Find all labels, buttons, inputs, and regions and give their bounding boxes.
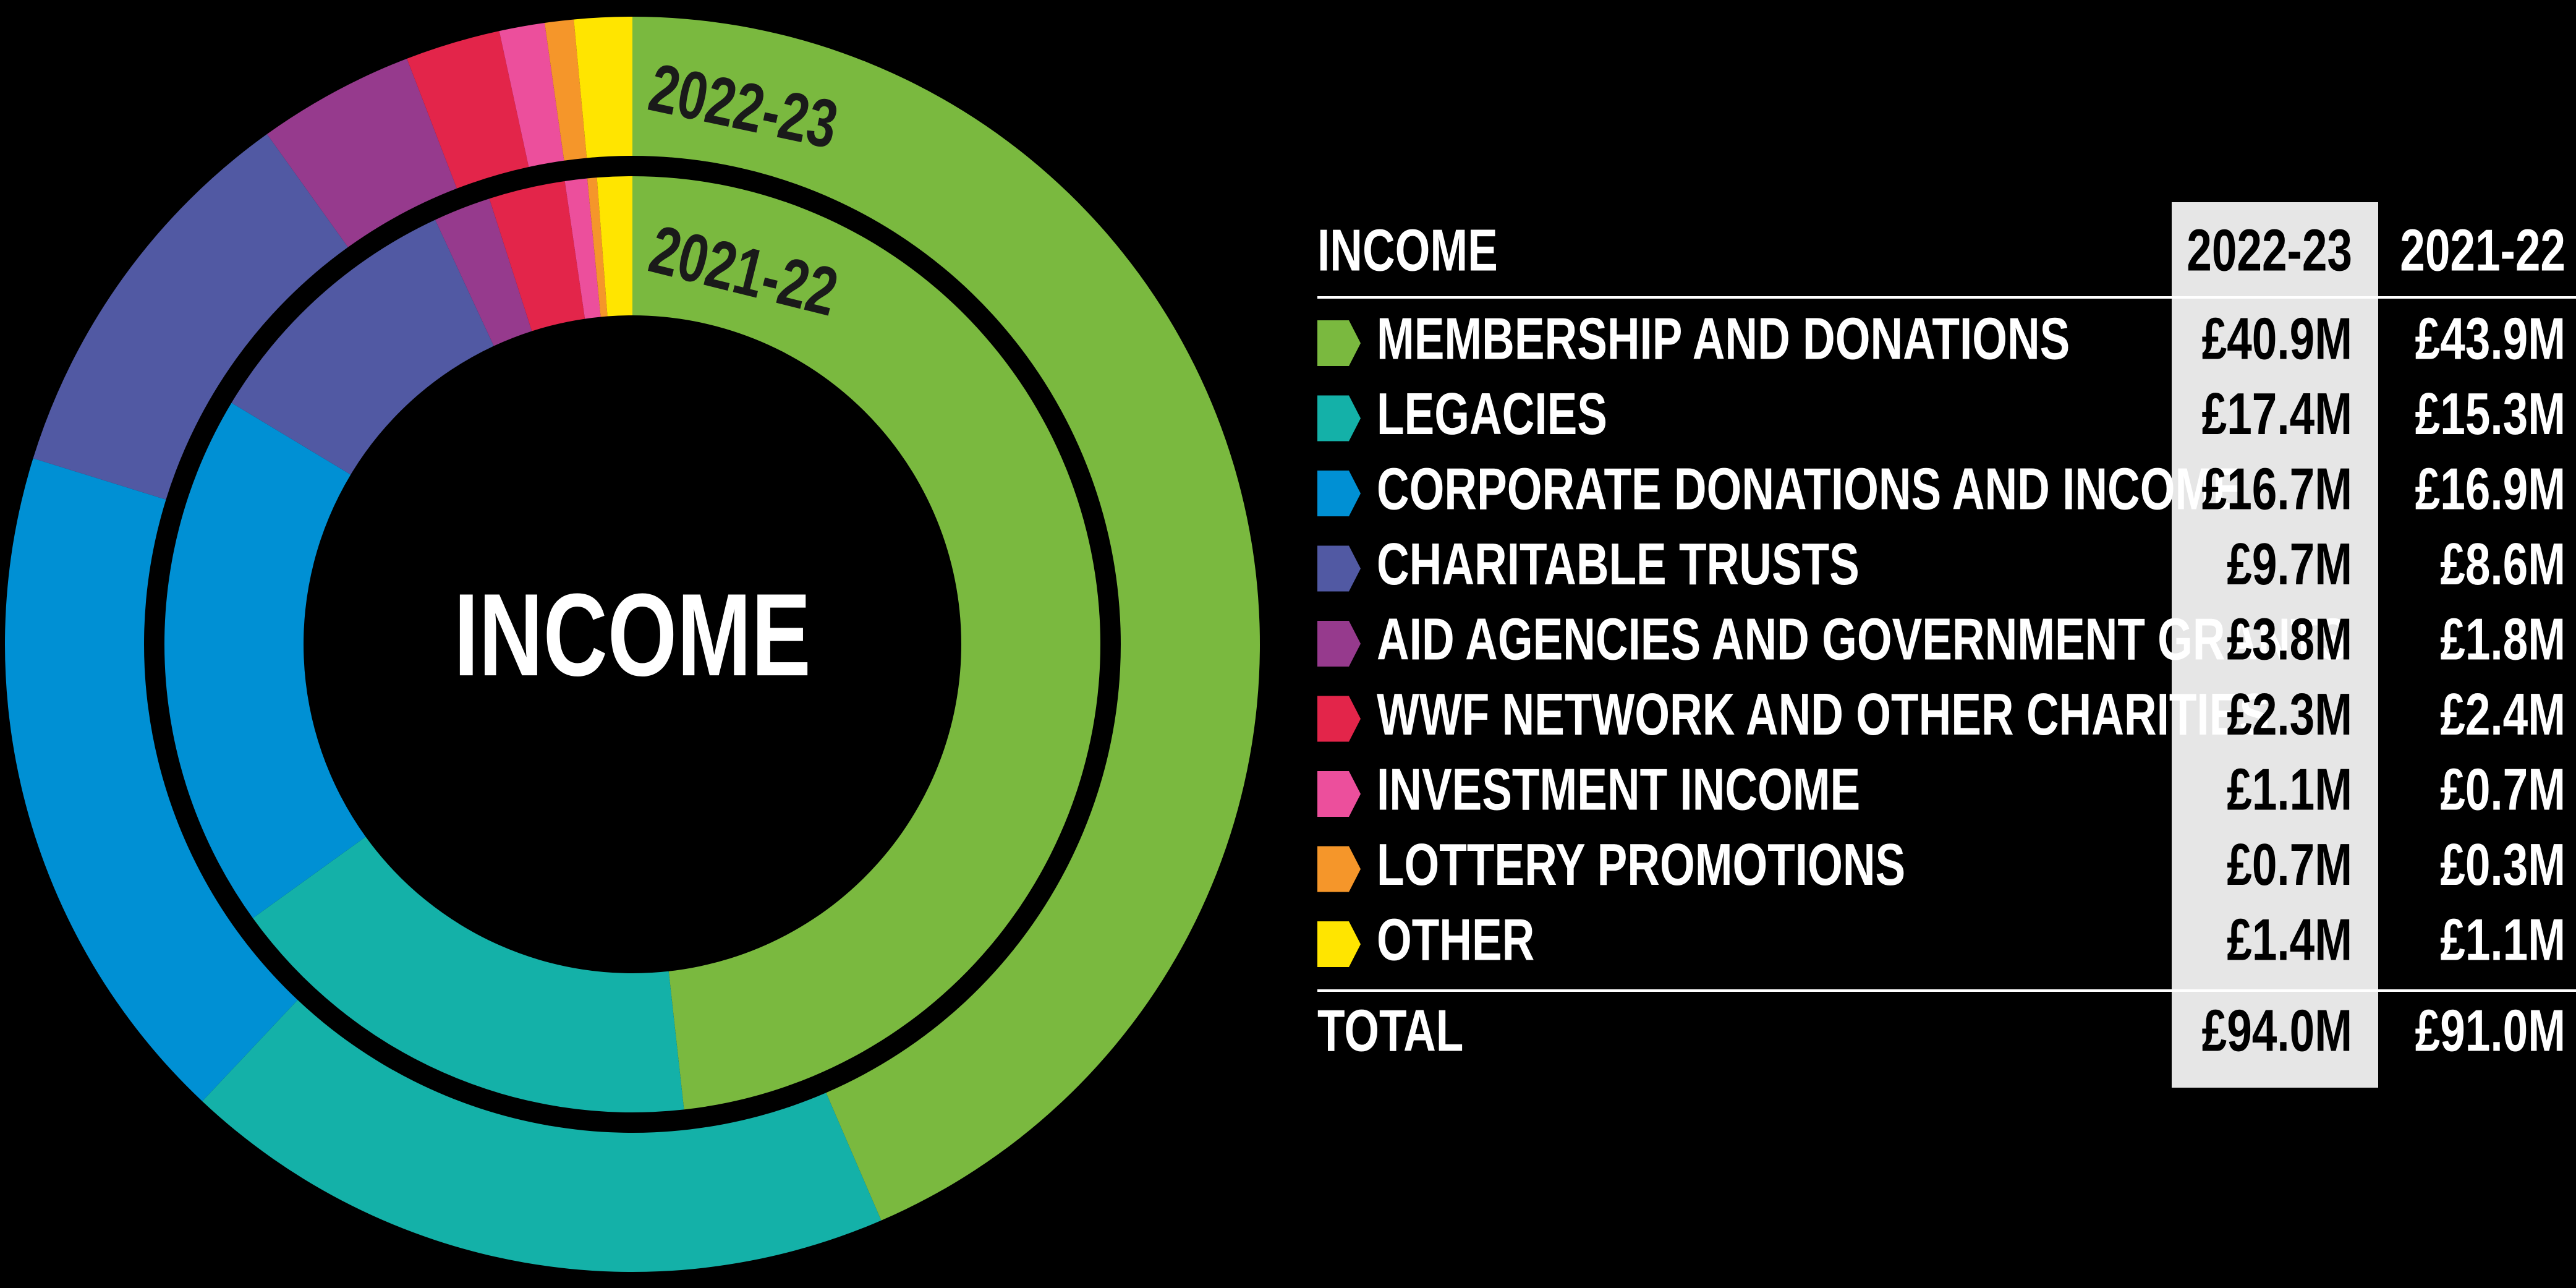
legend-marker [1317, 696, 1361, 742]
value-label: £9.7M [2227, 531, 2352, 597]
category-label: OTHER [1377, 907, 1534, 973]
total-value: £94.0M [2202, 998, 2352, 1064]
legend-marker [1317, 921, 1361, 967]
donut-segment [266, 58, 457, 247]
legend-marker [1317, 471, 1361, 516]
legend-marker [1317, 771, 1361, 817]
donut-segment [564, 178, 601, 319]
legend-marker [1317, 395, 1361, 441]
total-label: TOTAL [1317, 998, 1463, 1064]
value-label: £0.7M [2440, 757, 2565, 823]
column-header: 2021-22 [2400, 218, 2565, 284]
legend-marker [1317, 621, 1361, 667]
donut-segment [202, 1000, 882, 1273]
donut-segment [253, 837, 684, 1112]
value-label: £1.1M [2227, 757, 2352, 823]
donut-segment [33, 134, 348, 500]
donut-segment [574, 17, 632, 158]
category-label: MEMBERSHIP AND DONATIONS [1377, 306, 2070, 372]
category-label: INVESTMENT INCOME [1377, 757, 1860, 823]
donut-segment [544, 19, 587, 161]
donut-segment [231, 220, 494, 475]
donut-segment [435, 198, 532, 346]
center-label: INCOME [454, 569, 811, 701]
value-label: £0.7M [2227, 832, 2352, 898]
value-label: £1.8M [2440, 607, 2565, 673]
legend-marker [1317, 545, 1361, 592]
table-header: INCOME [1317, 218, 1498, 284]
value-label: £0.3M [2440, 832, 2565, 898]
category-label: LEGACIES [1377, 381, 1607, 447]
donut-segment [4, 458, 298, 1101]
donut-segment [632, 176, 1100, 1110]
category-label: CORPORATE DONATIONS AND INCOME [1377, 456, 2243, 522]
value-label: £1.1M [2440, 907, 2565, 973]
value-label: £40.9M [2202, 306, 2352, 372]
value-label: £16.7M [2202, 456, 2352, 522]
legend-marker [1317, 320, 1361, 366]
value-label: £15.3M [2415, 381, 2565, 447]
category-label: CHARITABLE TRUSTS [1377, 531, 1860, 597]
value-label: £3.8M [2227, 607, 2352, 673]
donut-segment [632, 17, 1260, 1221]
value-label: £43.9M [2415, 306, 2565, 372]
category-label: WWF NETWORK AND OTHER CHARITIES [1377, 681, 2269, 748]
column-header: 2022-23 [2187, 218, 2352, 284]
donut-segment [587, 177, 608, 317]
donut-segment [489, 181, 585, 331]
value-label: £8.6M [2440, 531, 2565, 597]
donut-segment [499, 22, 564, 168]
value-label: £1.4M [2227, 907, 2352, 973]
donut-segment [407, 31, 529, 189]
category-label: LOTTERY PROMOTIONS [1377, 832, 1905, 898]
value-label: £16.9M [2415, 456, 2565, 522]
donut-segment [164, 403, 366, 918]
value-label: £2.4M [2440, 681, 2565, 748]
category-label: AID AGENCIES AND GOVERNMENT GRANTS [1377, 607, 2348, 673]
total-value: £91.0M [2415, 998, 2565, 1064]
donut-segment [597, 176, 632, 317]
value-label: £17.4M [2202, 381, 2352, 447]
legend-marker [1317, 846, 1361, 892]
value-label: £2.3M [2227, 681, 2352, 748]
column-highlight [2172, 202, 2378, 1088]
